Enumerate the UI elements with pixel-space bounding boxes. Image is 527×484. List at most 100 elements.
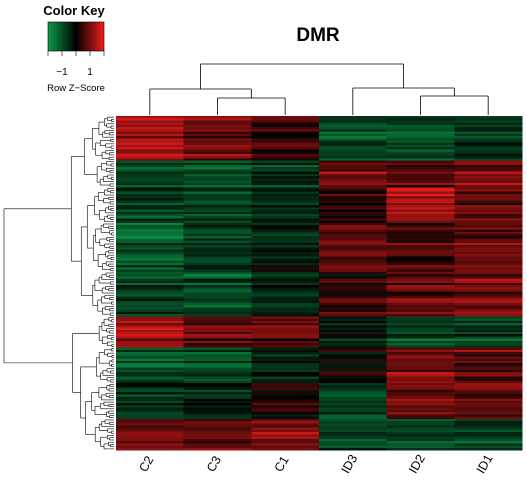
- heatmap-cell: [386, 216, 455, 219]
- heatmap-cell: [116, 198, 184, 201]
- heatmap-cell: [183, 436, 252, 440]
- color-key-tick-high: 1: [87, 67, 93, 78]
- heatmap-cell: [454, 349, 523, 353]
- heatmap-cell: [116, 236, 184, 239]
- heatmap-cell: [454, 385, 523, 388]
- heatmap-cell: [319, 369, 387, 373]
- heatmap-cell: [386, 171, 455, 175]
- heatmap-cell: [116, 403, 184, 406]
- heatmap-cell: [386, 198, 455, 201]
- heatmap-cell: [319, 403, 387, 406]
- heatmap-cell: [183, 363, 252, 366]
- heatmap-cell: [116, 213, 184, 217]
- heatmap-cell: [183, 309, 252, 313]
- heatmap-cell: [251, 432, 320, 435]
- heatmap-cell: [454, 205, 523, 208]
- heatmap-cell: [251, 211, 320, 215]
- heatmap-cell: [116, 162, 184, 166]
- heatmap-cell: [454, 403, 523, 406]
- heatmap-cell: [183, 294, 252, 297]
- heatmap-cell: [251, 349, 320, 353]
- heatmap-cell: [251, 445, 320, 449]
- heatmap-cell: [183, 441, 252, 444]
- heatmap-cell: [183, 122, 252, 126]
- heatmap-cell: [116, 180, 184, 184]
- heatmap-cell: [116, 429, 184, 433]
- heatmap-cell: [116, 300, 184, 304]
- heatmap-cell: [319, 383, 387, 386]
- heatmap-cell: [319, 392, 387, 395]
- heatmap-cell: [454, 234, 523, 237]
- heatmap-cell: [251, 369, 320, 373]
- heatmap-cell: [116, 207, 184, 210]
- heatmap-cell: [386, 278, 455, 282]
- heatmap-cell: [386, 331, 455, 335]
- heatmap-cell: [386, 213, 455, 217]
- heatmap-cell: [386, 160, 455, 164]
- heatmap-cell: [454, 372, 523, 375]
- heatmap-cell: [116, 385, 184, 388]
- heatmap-cell: [251, 334, 320, 337]
- heatmap-cell: [454, 120, 523, 123]
- heatmap-cell: [386, 407, 455, 411]
- heatmap-cell: [454, 265, 523, 268]
- heatmap-cell: [386, 401, 455, 404]
- heatmap-cell: [116, 311, 184, 315]
- heatmap-cell: [319, 122, 387, 126]
- heatmap-cell: [116, 358, 184, 362]
- heatmap-cell: [454, 323, 523, 326]
- heatmap-cell: [116, 345, 184, 348]
- heatmap-cell: [454, 189, 523, 193]
- heatmap-cell: [116, 409, 184, 413]
- heatmap-cell: [251, 394, 320, 397]
- heatmap-cell: [386, 149, 455, 152]
- heatmap-cell: [116, 289, 184, 293]
- heatmap-cell: [183, 247, 252, 250]
- heatmap-cell: [454, 276, 523, 279]
- heatmap-cell: [454, 278, 523, 282]
- heatmap-cell: [319, 182, 387, 186]
- heatmap-cell: [319, 401, 387, 404]
- heatmap-cell: [386, 200, 455, 204]
- heatmap-cell: [454, 309, 523, 313]
- heatmap-cell: [116, 396, 184, 400]
- heatmap-cell: [251, 127, 320, 130]
- heatmap-cell: [251, 387, 320, 391]
- column-label: C3: [204, 454, 224, 475]
- heatmap-cell: [454, 151, 523, 155]
- heatmap-cell: [183, 429, 252, 433]
- heatmap-cell: [183, 278, 252, 282]
- heatmap-cell: [183, 260, 252, 264]
- heatmap-cell: [183, 358, 252, 362]
- heatmap-cell: [319, 336, 387, 339]
- heatmap-cell: [183, 274, 252, 277]
- heatmap-cell: [183, 162, 252, 166]
- heatmap-cell: [454, 434, 523, 437]
- heatmap-cell: [454, 311, 523, 315]
- heatmap-cell: [116, 245, 184, 248]
- heatmap-cell: [386, 254, 455, 257]
- heatmap-cell: [116, 412, 184, 415]
- heatmap-cell: [454, 294, 523, 297]
- heatmap-cell: [183, 369, 252, 373]
- heatmap-cell: [454, 291, 523, 295]
- heatmap-cell: [386, 234, 455, 237]
- heatmap-cell: [319, 138, 387, 141]
- heatmap-cell: [251, 240, 320, 244]
- heatmap-cell: [183, 178, 252, 181]
- heatmap-cell: [386, 403, 455, 406]
- heatmap-cell: [386, 412, 455, 415]
- heatmap-cell: [454, 198, 523, 201]
- heatmap-cell: [183, 365, 252, 368]
- heatmap-cell: [183, 156, 252, 159]
- heatmap-cell: [454, 343, 523, 346]
- heatmap-cell: [319, 398, 387, 402]
- heatmap-cell: [251, 354, 320, 357]
- heatmap-cell: [183, 238, 252, 241]
- heatmap-cell: [386, 320, 455, 324]
- heatmap-cell: [183, 354, 252, 357]
- heatmap-cell: [183, 138, 252, 141]
- heatmap-cell: [183, 296, 252, 299]
- heatmap-cell: [116, 169, 184, 172]
- heatmap-cell: [319, 147, 387, 150]
